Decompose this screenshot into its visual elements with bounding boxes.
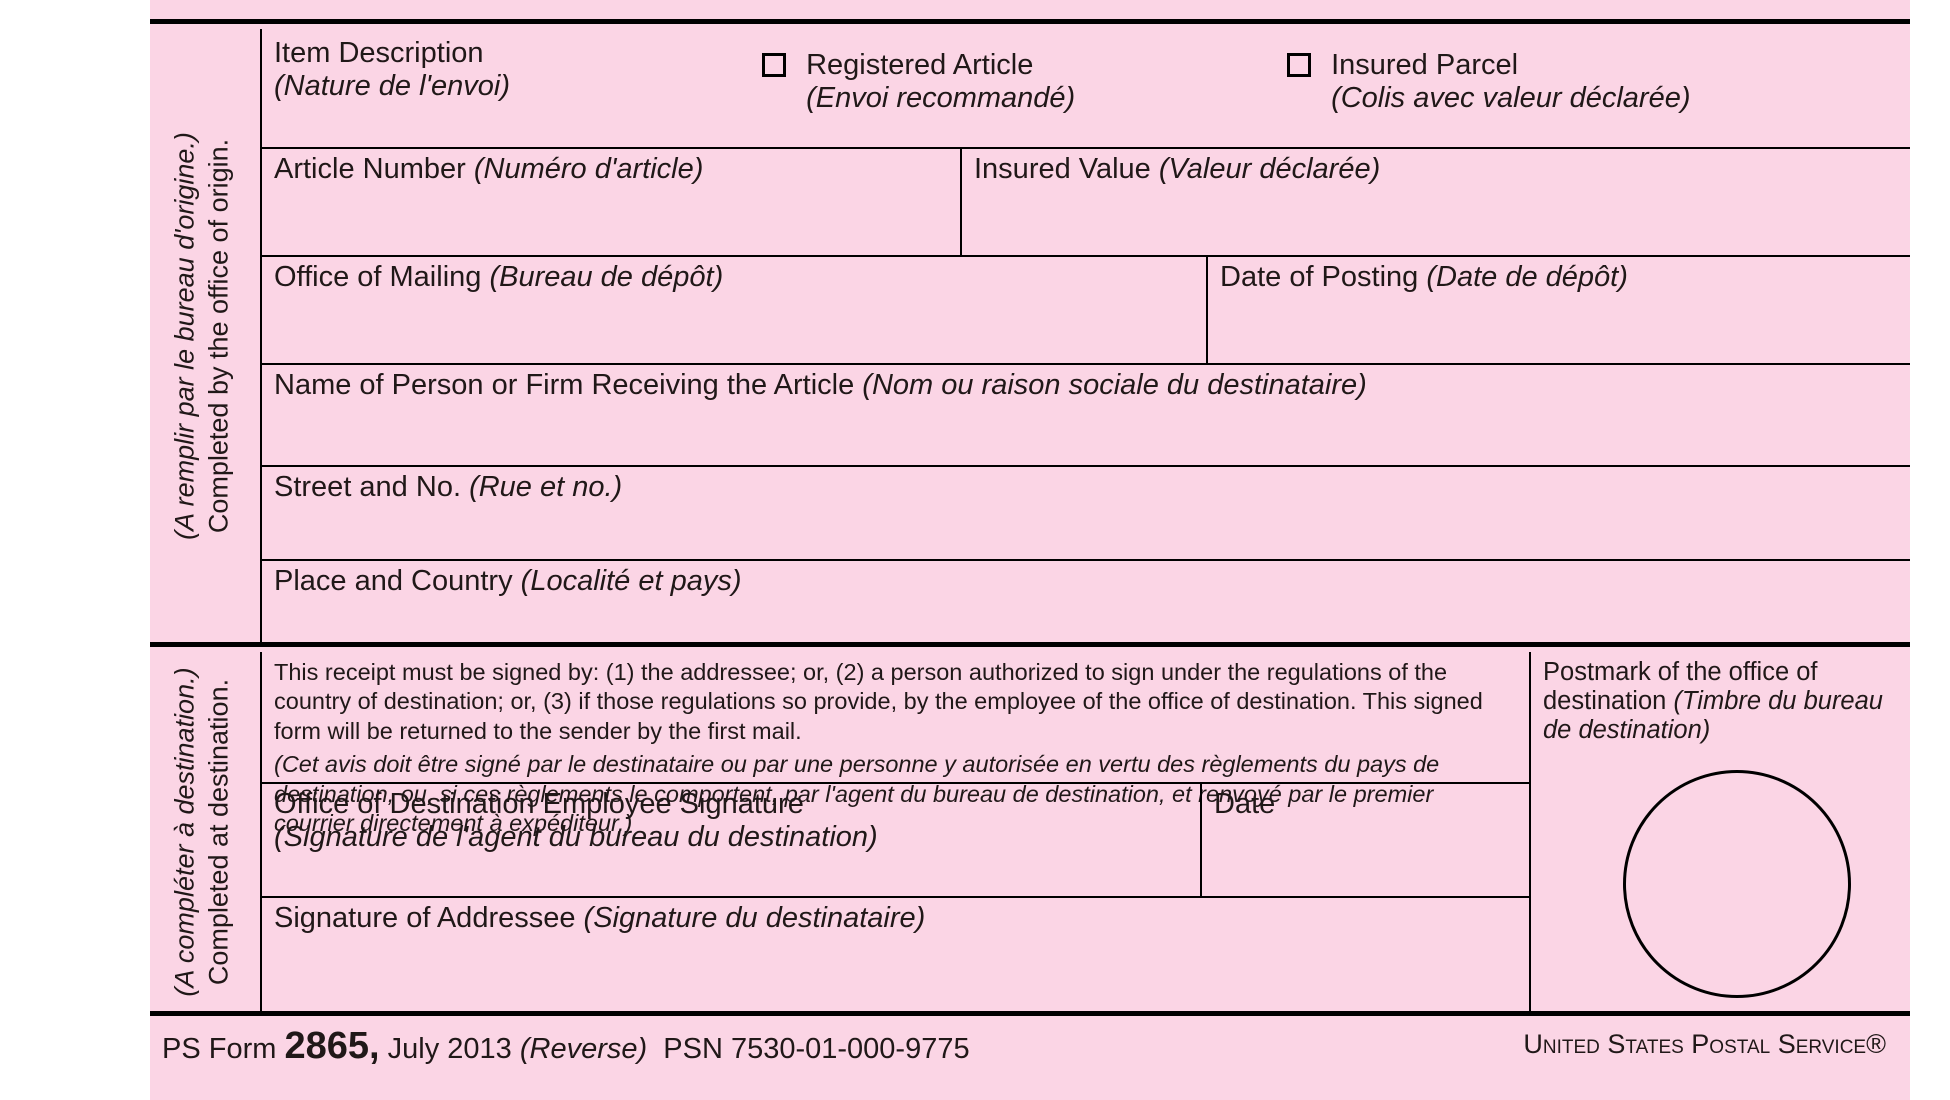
name-en: Name of Person or Firm Receiving the Art… [274,369,854,401]
divider [1200,784,1202,896]
row-instructions: This receipt must be signed by: (1) the … [262,652,1529,782]
dest-side-fr: (A compléter à destination.) [170,667,201,996]
divider [960,149,962,255]
footer-reverse: (Reverse) [520,1033,647,1065]
postmark-column: Postmark of the office of destination (T… [1529,652,1910,1011]
postmark-circle [1623,770,1851,998]
dest-side-en: Completed at destination. [204,678,235,984]
destination-section: Completed at destination. (A compléter à… [150,652,1910,1016]
row-employee-signature: Office of Destination Employee Signature… [262,782,1529,896]
origin-content: Item Description (Nature de l'envoi) Reg… [260,29,1910,642]
date-post-en: Date of Posting [1220,261,1418,293]
insured-fr: (Colis avec valeur déclarée) [1331,82,1690,115]
item-desc-en: Item Description [274,37,510,70]
insured-en: Insured Parcel [1331,49,1690,82]
office-mail-en: Office of Mailing [274,261,481,293]
divider [1206,257,1208,363]
origin-side-label: Completed by the office of origin. (A re… [150,29,260,642]
sig2-en: Signature of Addressee [274,902,575,934]
footer-form-number: 2865, [284,1025,379,1067]
street-fr: (Rue et no.) [469,471,622,503]
sig1-en: Office of Destination Employee Signature [274,788,1517,821]
street-en: Street and No. [274,471,461,503]
row-street: Street and No. (Rue et no.) [262,465,1910,559]
instr-en: This receipt must be signed by: (1) the … [274,658,1517,746]
footer-org: United States Postal Service® [1523,1029,1886,1060]
article-num-fr: (Numéro d'article) [474,153,704,185]
dest-content: This receipt must be signed by: (1) the … [260,652,1910,1011]
row-place-country: Place and Country (Localité et pays) [262,559,1910,647]
row-office-mailing: Office of Mailing (Bureau de dépôt) Date… [262,255,1910,363]
insured-val-en: Insured Value [974,153,1151,185]
row-item-description: Item Description (Nature de l'envoi) Reg… [262,29,1910,147]
sig1-fr: (Signature de l'agent du bureau du desti… [274,821,1517,854]
place-en: Place and Country [274,565,513,597]
row-article-number: Article Number (Numéro d'article) Insure… [262,147,1910,255]
form-footer: PS Form 2865, July 2013 (Reverse) PSN 75… [150,1021,1910,1077]
office-mail-fr: (Bureau de dépôt) [489,261,723,293]
origin-section: Completed by the office of origin. (A re… [150,29,1910,647]
sig2-fr: (Signature du destinataire) [584,902,926,934]
footer-prefix: PS Form [162,1033,276,1065]
form-page: Completed by the office of origin. (A re… [150,0,1910,1100]
date-label: Date [1214,788,1275,820]
insured-val-fr: (Valeur déclarée) [1159,153,1380,185]
name-fr: (Nom ou raison sociale du destinataire) [862,369,1367,401]
origin-side-en: Completed by the office of origin. [204,138,235,532]
item-desc-fr: (Nature de l'envoi) [274,70,510,103]
top-rule [150,0,1910,24]
registered-checkbox[interactable] [762,53,786,77]
row-addressee-signature: Signature of Addressee (Signature du des… [262,896,1529,1016]
footer-date: July 2013 [388,1033,512,1065]
article-num-en: Article Number [274,153,466,185]
insured-checkbox[interactable] [1287,53,1311,77]
registered-fr: (Envoi recommandé) [806,82,1075,115]
footer-psn: PSN 7530-01-000-9775 [663,1033,969,1065]
place-fr: (Localité et pays) [521,565,742,597]
dest-side-label: Completed at destination. (A compléter à… [150,652,260,1011]
footer-left: PS Form 2865, July 2013 (Reverse) PSN 75… [162,1025,970,1068]
registered-en: Registered Article [806,49,1075,82]
origin-side-fr: (A remplir par le bureau d'origine.) [170,132,201,540]
date-post-fr: (Date de dépôt) [1426,261,1628,293]
row-recipient-name: Name of Person or Firm Receiving the Art… [262,363,1910,465]
